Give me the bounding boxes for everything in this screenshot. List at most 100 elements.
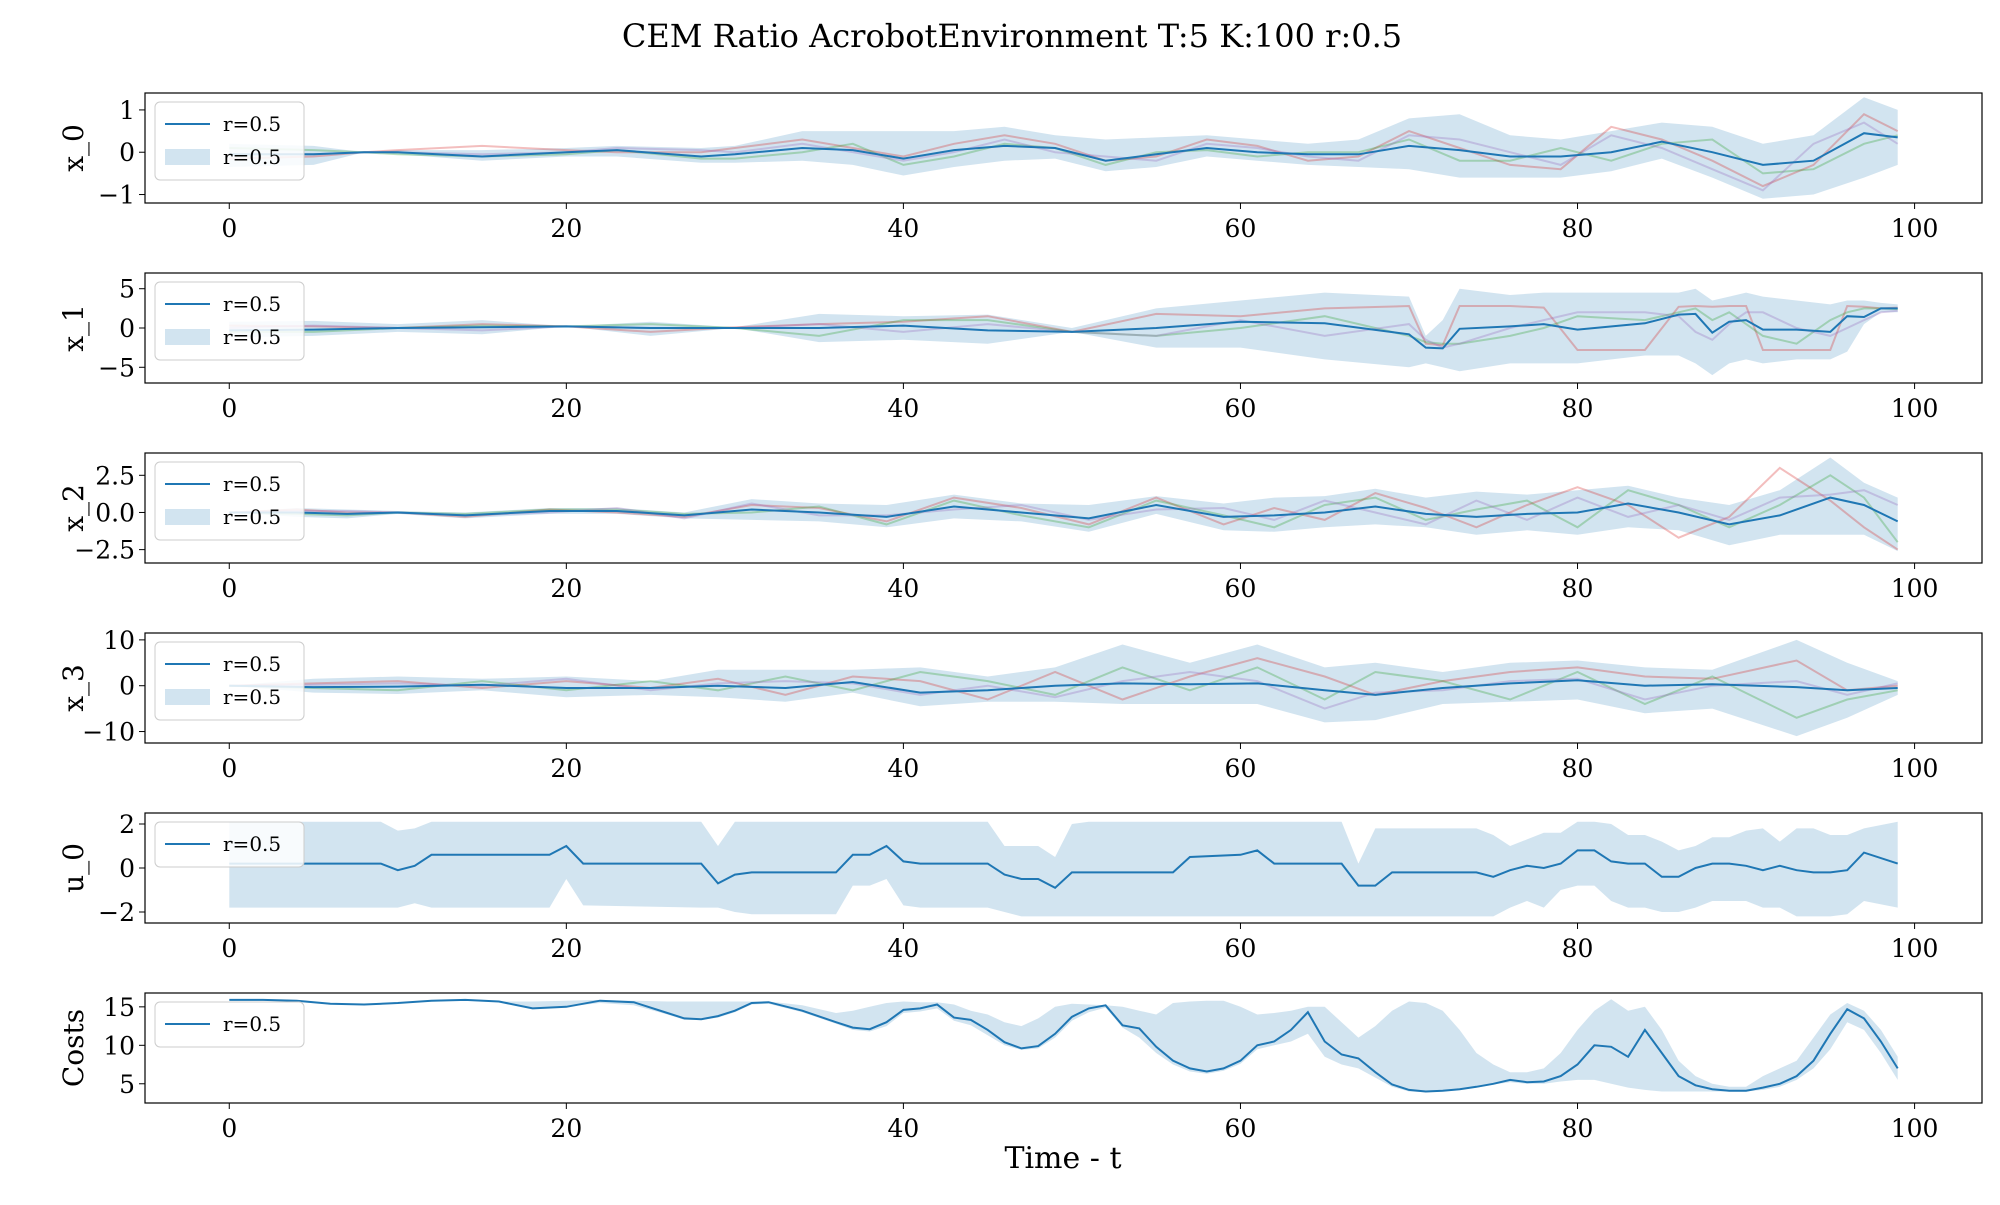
x-tick-label: 60 [1225,1114,1257,1143]
x-tick-label: 40 [887,394,919,423]
sample-trajectory [229,304,1898,351]
y-axis-label: x_1 [57,304,90,352]
x-tick-label: 40 [887,754,919,783]
subplot-x_2: 0 20 40 60 80 100 2.5 0.0 −2.5 x_2 r=0.5 r=0.5 [57,452,1983,603]
x-tick-label: 100 [1891,754,1939,783]
x-tick-label: 100 [1891,574,1939,603]
y-tick-label: 2 [119,810,135,839]
plot-area [229,457,1899,552]
y-tick-label: −5 [98,353,135,382]
x-tick-label: 80 [1562,934,1594,963]
sample-trajectory [229,307,1898,345]
x-tick-label: 60 [1225,574,1257,603]
x-tick-label: 0 [221,574,237,603]
legend-label: r=0.5 [223,505,281,529]
sample-trajectory [229,657,1898,701]
y-tick-label: 10 [103,626,135,655]
sample-trajectory [229,112,1899,188]
x-tick-label: 20 [550,934,582,963]
x-tick-label: 100 [1891,394,1939,423]
legend-label: r=0.5 [223,292,281,316]
y-tick-label: 5 [119,275,135,304]
mean-line [229,844,1899,890]
x-tick-label: 40 [887,574,919,603]
legend-label: r=0.5 [223,685,281,709]
y-tick-label: −1 [98,181,135,210]
confidence-band [229,639,1898,737]
subplot-Costs: 0 20 40 60 80 100 15 10 5 Costs r=0.5 [57,992,1983,1143]
y-tick-label: 5 [119,1070,135,1099]
subplot-x_1: 0 20 40 60 80 100 5 0 −5 x_1 r=0.5 r=0.5 [57,272,1983,423]
sample-trajectory [229,666,1898,719]
legend: r=0.5 r=0.5 [154,461,305,541]
x-tick-label: 80 [1562,394,1594,423]
mean-line [229,496,1899,526]
y-tick-label: −2 [98,898,135,927]
confidence-band [229,97,1898,199]
sample-trajectory [229,134,1898,175]
x-tick-label: 0 [221,1114,237,1143]
x-tick-label: 100 [1891,934,1939,963]
x-tick-label: 0 [221,934,237,963]
y-axis-label: u_0 [57,843,90,893]
y-axis-label: x_0 [57,124,90,172]
plot-area [229,639,1898,737]
confidence-band [229,999,1898,1093]
x-tick-label: 40 [887,934,919,963]
sample-trajectory [229,670,1898,710]
subplot-x_0: 0 20 40 60 80 100 1 0 −1 x_0 r=0.5 r=0.5 [57,92,1983,243]
x-tick-label: 20 [550,1114,582,1143]
plot-area [229,821,1899,917]
figure-title: CEM Ratio AcrobotEnvironment T:5 K:100 r… [622,17,1402,55]
confidence-band [229,821,1898,917]
mean-line [229,132,1898,166]
y-tick-label: −2.5 [74,536,135,565]
x-tick-label: 0 [221,754,237,783]
legend-label: r=0.5 [223,472,281,496]
legend-band-swatch [165,689,210,705]
axes-frame [144,452,1983,564]
y-tick-label: 0 [119,672,135,701]
sample-trajectory [229,474,1899,543]
x-tick-label: 60 [1225,934,1257,963]
y-tick-label: 0 [119,854,135,883]
y-tick-label: 10 [103,1031,135,1060]
x-tick-label: 80 [1562,1114,1594,1143]
legend-frame [154,821,305,868]
x-tick-label: 100 [1891,214,1939,243]
y-tick-label: 2.5 [95,461,135,490]
x-tick-label: 0 [221,394,237,423]
legend-frame [154,461,305,541]
x-tick-label: 80 [1562,214,1594,243]
legend-frame [154,101,305,181]
x-tick-label: 20 [550,394,582,423]
plot-area [229,97,1899,199]
legend-label: r=0.5 [223,832,281,856]
mean-line [229,307,1898,350]
x-tick-label: 40 [887,1114,919,1143]
confidence-band [229,457,1898,552]
y-axis-label: x_3 [57,664,90,712]
x-tick-label: 40 [887,214,919,243]
legend: r=0.5 r=0.5 [154,101,305,181]
plot-area [229,998,1899,1093]
legend-frame [154,281,305,361]
x-tick-label: 80 [1562,574,1594,603]
x-tick-label: 20 [550,754,582,783]
mean-line [229,998,1899,1093]
x-tick-label: 20 [550,574,582,603]
legend-band-swatch [165,509,210,525]
sample-trajectory [229,489,1899,526]
legend-frame [154,1001,305,1048]
x-tick-label: 0 [221,214,237,243]
legend: r=0.5 [154,1001,305,1048]
axes-frame [144,92,1983,204]
legend: r=0.5 r=0.5 [154,641,305,721]
y-axis-label: Costs [57,1009,90,1087]
x-tick-label: 20 [550,214,582,243]
